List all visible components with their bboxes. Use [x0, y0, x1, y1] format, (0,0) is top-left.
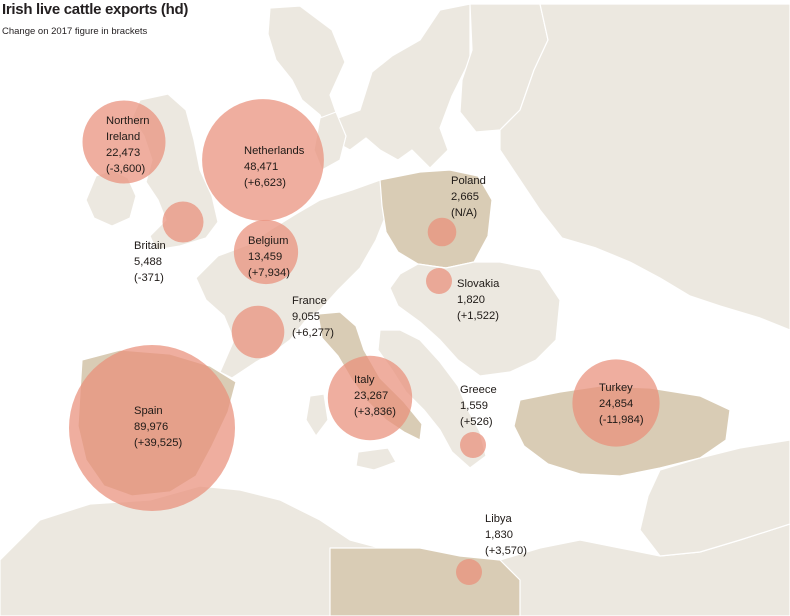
change-value: (+6,277) [292, 327, 334, 339]
country-name: Greece [460, 384, 497, 396]
export-value: 22,473 [106, 147, 141, 159]
export-value: 1,820 [457, 294, 485, 306]
libya-bubble [456, 559, 482, 585]
country-name: Northern [106, 115, 150, 127]
turkey-bubble [572, 359, 660, 447]
country-name: Netherlands [244, 145, 305, 157]
country-name: Turkey [599, 382, 633, 394]
italy-label: Italy 23,267 (+3,836) [354, 372, 396, 420]
spain-bubble [69, 345, 235, 511]
slovakia-label: Slovakia 1,820 (+1,522) [457, 276, 499, 324]
country-name: Libya [485, 513, 512, 525]
country-name: Ireland [106, 131, 141, 143]
northern-ireland-bubble [82, 100, 166, 184]
country-name: Italy [354, 374, 375, 386]
france-label: France 9,055 (+6,277) [292, 293, 334, 341]
export-value: 1,559 [460, 400, 488, 412]
export-value: 5,488 [134, 256, 162, 268]
export-value: 13,459 [248, 251, 283, 263]
turkey-label: Turkey 24,854 (-11,984) [599, 380, 644, 428]
land-layer [0, 3, 790, 616]
change-value: (+1,522) [457, 310, 499, 322]
country-name: Slovakia [457, 278, 500, 290]
country-name: France [292, 295, 327, 307]
middle-east-land [639, 439, 790, 557]
export-value: 9,055 [292, 311, 320, 323]
spain-label: Spain 89,976 (+39,525) [134, 403, 182, 451]
change-value: (+3,570) [485, 545, 527, 557]
netherlands-label: Netherlands 48,471 (+6,623) [244, 143, 304, 191]
greece-label: Greece 1,559 (+526) [460, 382, 497, 430]
map-subtitle: Change on 2017 figure in brackets [2, 26, 148, 37]
change-value: (+7,934) [248, 267, 290, 279]
netherlands-bubble [202, 99, 324, 221]
bubble-layer [69, 99, 660, 585]
libya-label: Libya 1,830 (+3,570) [485, 511, 527, 559]
export-value: 89,976 [134, 421, 169, 433]
britain-bubble [162, 201, 204, 243]
change-value: (N/A) [451, 207, 478, 219]
sicily-land [355, 447, 397, 471]
change-value: (-371) [134, 272, 164, 284]
belgium-label: Belgium 13,459 (+7,934) [248, 233, 290, 281]
northern-ireland-label: Northern Ireland 22,473 (-3,600) [106, 113, 150, 177]
france-bubble [231, 305, 285, 359]
export-value: 2,665 [451, 191, 479, 203]
poland-label: Poland 2,665 (N/A) [451, 173, 486, 221]
export-value: 24,854 [599, 398, 634, 410]
change-value: (+39,525) [134, 437, 183, 449]
country-name: Poland [451, 175, 486, 187]
country-name: Britain [134, 240, 166, 252]
scandinavia-land [267, 3, 471, 169]
export-value: 1,830 [485, 529, 513, 541]
belgium-bubble [233, 219, 299, 285]
poland-bubble [427, 217, 457, 247]
change-value: (-11,984) [599, 414, 644, 426]
map-title: Irish live cattle exports (hd) [2, 1, 189, 18]
country-name: Belgium [248, 235, 289, 247]
export-value: 23,267 [354, 390, 389, 402]
russia-east-land [499, 3, 790, 331]
change-value: (+6,623) [244, 177, 286, 189]
change-value: (-3,600) [106, 163, 146, 175]
britain-label: Britain 5,488 (-371) [134, 238, 166, 286]
greece-bubble [460, 432, 486, 458]
export-value: 48,471 [244, 161, 279, 173]
change-value: (+3,836) [354, 406, 396, 418]
italy-bubble [327, 355, 413, 441]
sardinia-land [305, 393, 329, 437]
slovakia-bubble [426, 268, 452, 294]
country-name: Spain [134, 405, 163, 417]
change-value: (+526) [460, 416, 493, 428]
